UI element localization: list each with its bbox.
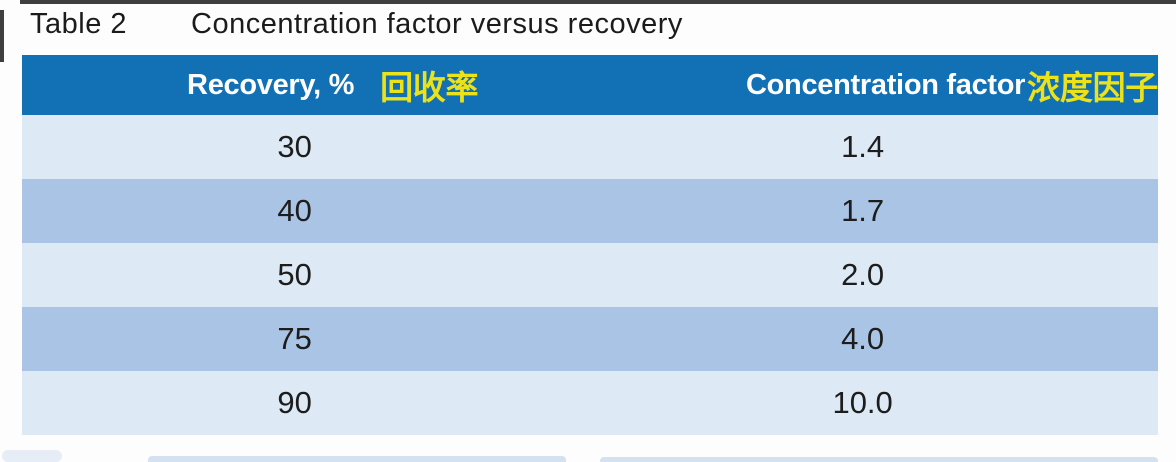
cell-recovery: 75 bbox=[277, 321, 312, 356]
cell-recovery: 50 bbox=[277, 257, 312, 292]
table-row: 90 10.0 bbox=[22, 371, 1158, 435]
cell-recovery: 40 bbox=[277, 193, 312, 228]
bottom-peek-row-left bbox=[2, 450, 62, 462]
concentration-table: Recovery, % 回收率 Concentration factor 浓度因… bbox=[22, 55, 1158, 435]
cell-factor: 4.0 bbox=[841, 321, 885, 356]
table-row: 75 4.0 bbox=[22, 307, 1158, 371]
bottom-peek-row-right bbox=[600, 457, 1158, 462]
cell-recovery: 30 bbox=[277, 129, 312, 164]
left-frame-line bbox=[0, 10, 4, 62]
cell-factor: 2.0 bbox=[841, 257, 885, 292]
header-recovery-en: Recovery, % bbox=[187, 68, 355, 101]
table-caption: Table 2 Concentration factor versus reco… bbox=[30, 8, 683, 41]
table-caption-label: Table 2 bbox=[30, 8, 128, 40]
table-header-row: Recovery, % 回收率 Concentration factor 浓度因… bbox=[22, 55, 1158, 115]
header-factor: Concentration factor 浓度因子 bbox=[567, 55, 1158, 115]
table-row: 30 1.4 bbox=[22, 115, 1158, 179]
cell-factor: 10.0 bbox=[832, 385, 893, 420]
bottom-peek-row-mid bbox=[148, 456, 566, 462]
header-recovery-zh: 回收率 bbox=[380, 69, 479, 106]
header-factor-zh: 浓度因子 bbox=[1027, 69, 1158, 106]
header-factor-en: Concentration factor bbox=[745, 68, 1026, 101]
top-frame-line bbox=[20, 0, 1176, 4]
table-row: 50 2.0 bbox=[22, 243, 1158, 307]
table-row: 40 1.7 bbox=[22, 179, 1158, 243]
cell-recovery: 90 bbox=[277, 385, 312, 420]
table-caption-title: Concentration factor versus recovery bbox=[191, 8, 683, 40]
cell-factor: 1.7 bbox=[841, 193, 885, 228]
cell-factor: 1.4 bbox=[841, 129, 885, 164]
header-recovery: Recovery, % 回收率 bbox=[60, 55, 605, 115]
